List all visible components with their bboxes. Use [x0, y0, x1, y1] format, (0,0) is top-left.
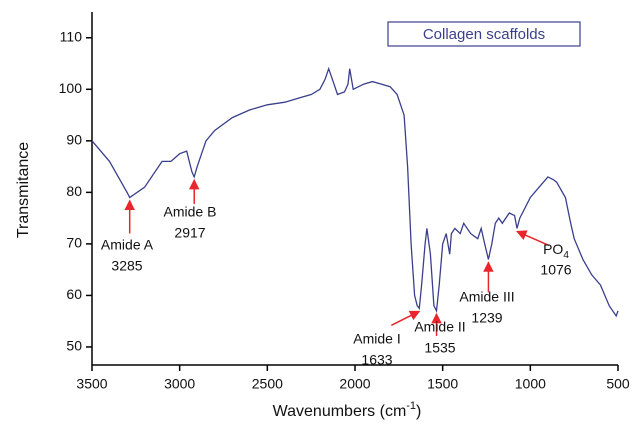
x-tick-label: 500 — [606, 376, 630, 392]
y-axis-label: Transmitance — [15, 142, 32, 238]
annotation-value: 1633 — [361, 352, 392, 368]
x-tick-label: 2000 — [339, 376, 370, 392]
y-tick-label: 110 — [60, 28, 83, 44]
x-axis-label-text: Wavenumbers (cm — [273, 403, 407, 420]
annotation-value: 2917 — [174, 225, 205, 241]
legend-box — [387, 21, 581, 47]
annotation-label: Amide II — [414, 319, 465, 335]
annotation-value: 1535 — [424, 340, 455, 356]
annotation-value: 1076 — [540, 262, 571, 278]
annotation-label: Amide B — [164, 204, 217, 220]
x-tick-label: 1000 — [515, 376, 546, 392]
annotation-label-text: PO — [543, 241, 563, 257]
y-tick-label: 80 — [66, 183, 82, 199]
annotation-label-sub: 4 — [563, 250, 569, 261]
x-axis-label-sup: -1 — [406, 400, 416, 412]
annotation-label: Amide III — [459, 289, 514, 305]
y-tick-label: 100 — [59, 80, 83, 96]
annotation-value: 3285 — [111, 258, 142, 274]
legend-label: Collagen scaffolds — [423, 26, 545, 43]
y-tick-label: 90 — [66, 132, 82, 148]
annotation-label: Amide A — [101, 237, 154, 253]
annotation-arrow — [391, 310, 421, 326]
annotation-label: PO4 — [543, 241, 569, 261]
x-tick-label: 3000 — [164, 376, 195, 392]
y-tick-label: 50 — [66, 338, 82, 354]
y-tick-label: 70 — [66, 235, 82, 251]
annotation-arrow — [516, 230, 550, 247]
y-tick-label: 60 — [66, 286, 82, 302]
spectrum-line — [91, 66, 619, 318]
x-tick-label: 1500 — [427, 376, 458, 392]
x-tick-label: 2500 — [252, 376, 283, 392]
x-axis-label: Wavenumbers (cm-1) — [273, 400, 422, 420]
x-tick-label: 3500 — [76, 376, 107, 392]
annotation-value: 1239 — [471, 310, 502, 326]
x-axis-label-end: ) — [416, 403, 421, 420]
annotation-label: Amide I — [353, 331, 400, 347]
